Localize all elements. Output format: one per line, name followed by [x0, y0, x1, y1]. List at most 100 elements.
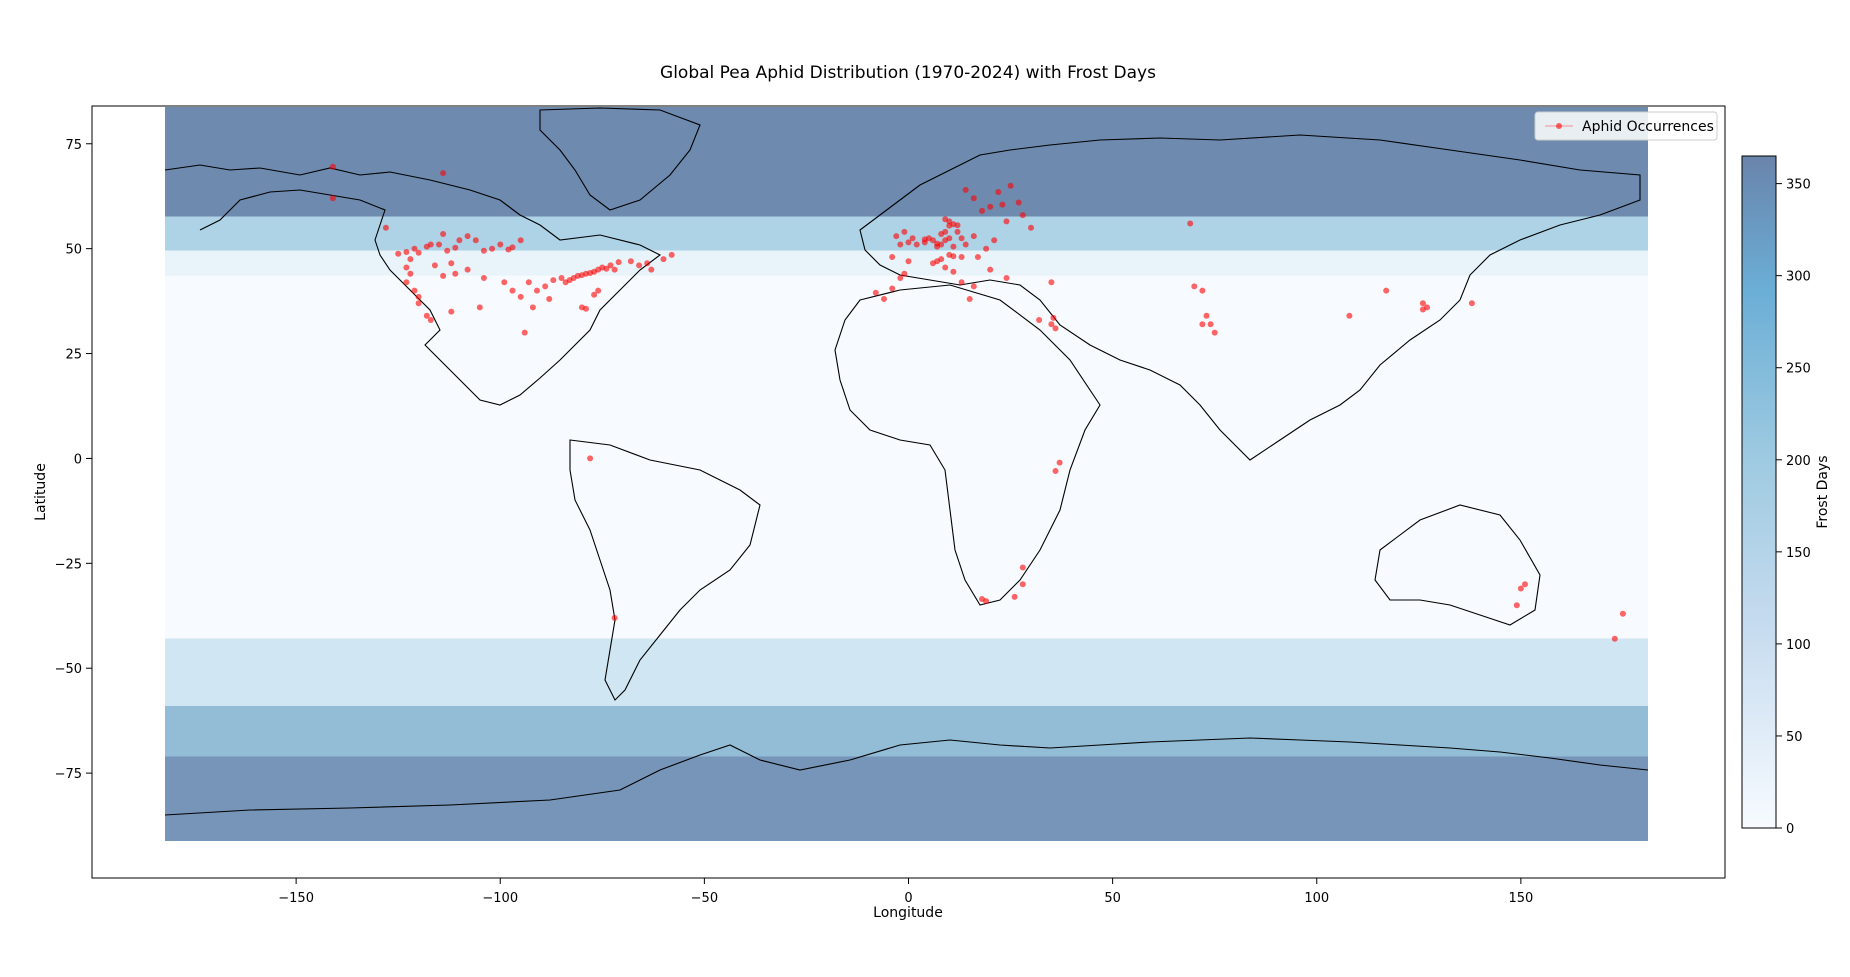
occurrence-point [1517, 585, 1524, 592]
occurrence-point [591, 291, 598, 298]
x-tick-label: 50 [1104, 891, 1121, 906]
occurrence-point [440, 272, 447, 279]
x-axis-ticks: −150 −100 −50 0 50 100 150 [278, 878, 1533, 906]
occurrence-point [970, 233, 977, 240]
occurrence-point [587, 455, 594, 462]
occurrence-point [1056, 459, 1063, 466]
occurrence-point [558, 275, 565, 281]
occurrence-point [329, 195, 336, 202]
occurrence-point [472, 237, 479, 244]
occurrence-point [893, 233, 900, 240]
frost-days-raster [165, 107, 1648, 841]
occurrence-point [872, 289, 879, 296]
occurrence-point [583, 305, 589, 312]
coastline-eurasia [859, 134, 1641, 461]
occurrence-point [1419, 306, 1426, 313]
legend-box [1534, 111, 1718, 141]
x-tick-label: −50 [691, 891, 718, 906]
occurrence-point [1468, 300, 1475, 307]
occurrence-point [517, 237, 524, 244]
colorbar-label: Frost Days [1815, 455, 1831, 528]
occurrence-point [1052, 325, 1059, 332]
occurrence-point [423, 312, 430, 319]
occurrence-point [636, 262, 643, 269]
x-tick-label: −100 [482, 891, 518, 906]
occurrence-point [501, 279, 508, 286]
y-tick-label: 75 [65, 138, 82, 153]
occurrence-point [403, 249, 410, 255]
occurrence-point [1019, 564, 1026, 571]
occurrence-point [448, 260, 455, 267]
occurrence-point [464, 233, 471, 240]
colorbar-bar [1741, 155, 1777, 829]
occurrence-point [950, 243, 957, 250]
colorbar-tick-label: 350 [1786, 178, 1811, 193]
occurrence-point [979, 596, 985, 602]
y-tick-label: 25 [65, 348, 82, 363]
occurrence-point [542, 283, 549, 290]
occurrence-point [607, 262, 614, 269]
occurrence-point [1003, 218, 1010, 225]
colorbar-tick-label: 150 [1786, 546, 1811, 561]
colorbar-tick-label: 50 [1786, 730, 1803, 745]
occurrence-point [942, 216, 949, 223]
occurrence-point [1203, 312, 1210, 319]
occurrence-point [970, 283, 977, 290]
occurrence-point [901, 270, 908, 277]
y-tick-label: 0 [74, 452, 82, 467]
occurrence-point [611, 266, 618, 273]
occurrence-point [889, 254, 896, 260]
occurrence-point [525, 279, 532, 286]
occurrence-point [987, 266, 994, 273]
occurrence-point [476, 304, 483, 311]
occurrence-point [905, 258, 912, 265]
legend-marker [1556, 123, 1562, 129]
occurrence-point [909, 235, 916, 242]
occurrence-point [962, 241, 969, 248]
occurrence-point [534, 287, 540, 294]
occurrence-point [497, 241, 504, 248]
occurrence-point [489, 245, 496, 252]
occurrence-point [1052, 468, 1059, 474]
occurrence-point [627, 258, 634, 265]
occurrence-point [648, 266, 655, 273]
occurrence-point [958, 254, 965, 260]
occurrence-point [1619, 610, 1626, 617]
x-tick-label: −150 [278, 891, 314, 906]
occurrence-point [448, 308, 455, 315]
occurrence-point [603, 265, 610, 272]
occurrence-point [1187, 220, 1194, 227]
occurrence-point [950, 253, 957, 260]
occurrence-point [1211, 329, 1218, 336]
occurrence-point [995, 189, 1002, 195]
occurrence-point [403, 264, 410, 271]
occurrence-point [1019, 212, 1026, 219]
occurrence-point [1011, 593, 1018, 600]
occurrence-point [611, 614, 618, 621]
y-tick-label: −25 [55, 557, 82, 572]
occurrence-points-layer [329, 163, 1626, 642]
y-tick-label: −75 [55, 767, 82, 782]
occurrence-point [1015, 199, 1022, 206]
occurrence-point [938, 241, 945, 248]
colorbar-tick-label: 0 [1786, 822, 1794, 837]
occurrence-point [615, 259, 622, 266]
occurrence-point [509, 287, 516, 294]
occurrence-point [950, 268, 957, 275]
colorbar-tick-label: 100 [1786, 638, 1811, 653]
occurrence-point [954, 228, 961, 235]
occurrence-point [1036, 317, 1043, 323]
occurrence-point [1048, 321, 1055, 328]
y-axis-ticks: 75 50 25 0 −25 −50 −75 [55, 138, 92, 782]
occurrence-point [1007, 182, 1014, 189]
occurrence-point [979, 207, 985, 214]
occurrence-point [889, 285, 896, 292]
occurrence-point [509, 244, 516, 251]
x-tick-label: 0 [904, 891, 912, 906]
occurrence-point [395, 250, 402, 257]
occurrence-point [1199, 321, 1206, 328]
occurrence-point [440, 170, 447, 177]
occurrence-point [1513, 602, 1520, 609]
occurrence-point [913, 241, 920, 248]
coastline-antarctica [164, 737, 1649, 816]
